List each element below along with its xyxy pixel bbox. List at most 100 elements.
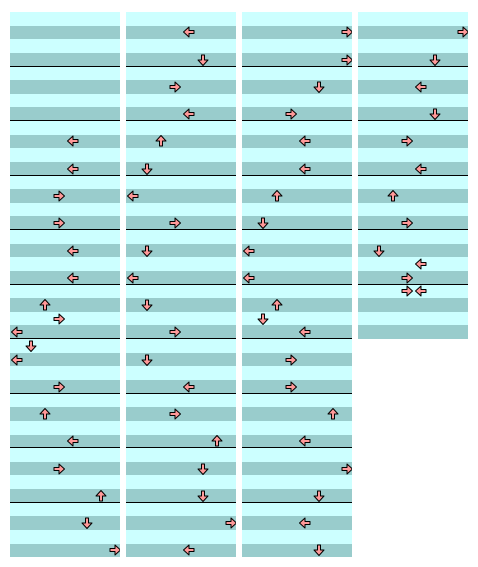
beat-row: [242, 66, 352, 81]
right-arrow-icon: [168, 216, 182, 230]
beat-row: [126, 189, 236, 204]
beat-row: [242, 161, 352, 176]
up-arrow-icon: [210, 434, 224, 448]
beat-row: [126, 543, 236, 557]
beat-row: [358, 325, 468, 339]
beat-row: [126, 25, 236, 40]
up-arrow-icon: [38, 298, 52, 312]
right-arrow-icon: [340, 53, 352, 67]
left-arrow-icon: [298, 516, 312, 530]
beat-row: [10, 475, 120, 490]
up-arrow-icon: [326, 407, 340, 421]
beat-row: [358, 311, 468, 326]
beat-row: [10, 93, 120, 108]
beat-row: [10, 393, 120, 408]
beat-row: [242, 489, 352, 504]
right-arrow-icon: [400, 284, 414, 298]
beat-row: [242, 257, 352, 272]
beat-row: [242, 543, 352, 557]
beat-row: [126, 448, 236, 463]
right-arrow-icon: [400, 134, 414, 148]
down-arrow-icon: [140, 244, 154, 258]
beat-row: [358, 243, 468, 258]
beat-row: [10, 311, 120, 326]
beat-row: [242, 216, 352, 231]
beat-row: [242, 298, 352, 313]
beat-row: [126, 93, 236, 108]
beat-row: [126, 66, 236, 81]
down-arrow-icon: [312, 489, 326, 503]
beat-row: [358, 230, 468, 245]
beat-row: [126, 502, 236, 517]
down-arrow-icon: [196, 53, 210, 67]
beat-row: [126, 148, 236, 163]
beat-row: [242, 93, 352, 108]
beat-row: [358, 134, 468, 149]
beat-row: [10, 12, 120, 26]
beat-row: [126, 529, 236, 544]
beat-row: [126, 352, 236, 367]
beat-row: [10, 66, 120, 81]
beat-row: [10, 107, 120, 122]
beat-row: [358, 189, 468, 204]
down-arrow-icon: [312, 543, 326, 557]
beat-row: [10, 434, 120, 449]
right-arrow-icon: [168, 325, 182, 339]
beat-row: [242, 121, 352, 136]
left-arrow-icon: [182, 543, 196, 557]
beat-row: [126, 243, 236, 258]
down-arrow-icon: [428, 53, 442, 67]
beat-row: [10, 543, 120, 557]
beat-row: [126, 284, 236, 299]
beat-row: [242, 475, 352, 490]
beat-row: [242, 420, 352, 435]
down-arrow-icon: [140, 298, 154, 312]
beat-row: [10, 52, 120, 67]
beat-row: [242, 270, 352, 285]
beat-row: [10, 366, 120, 381]
beat-row: [10, 39, 120, 54]
right-arrow-icon: [284, 380, 298, 394]
up-arrow-icon: [94, 489, 108, 503]
beat-row: [10, 270, 120, 285]
beat-row: [126, 434, 236, 449]
down-arrow-icon: [140, 162, 154, 176]
beat-row: [358, 25, 468, 40]
beat-row: [358, 107, 468, 122]
right-arrow-icon: [52, 312, 66, 326]
right-arrow-icon: [52, 189, 66, 203]
down-arrow-icon: [80, 516, 94, 530]
beat-row: [10, 448, 120, 463]
beat-row: [10, 175, 120, 190]
right-arrow-icon: [52, 462, 66, 476]
beat-row: [242, 243, 352, 258]
beat-row: [242, 80, 352, 95]
beat-row: [10, 134, 120, 149]
beat-row: [126, 39, 236, 54]
beat-row: [242, 12, 352, 26]
beat-row: [126, 161, 236, 176]
left-arrow-icon: [182, 25, 196, 39]
up-arrow-icon: [154, 134, 168, 148]
beat-row: [242, 175, 352, 190]
right-arrow-icon: [400, 216, 414, 230]
beat-row: [242, 461, 352, 476]
beat-row: [10, 189, 120, 204]
beat-row: [126, 216, 236, 231]
down-arrow-icon: [312, 80, 326, 94]
beat-row: [126, 298, 236, 313]
down-arrow-icon: [196, 489, 210, 503]
beat-row: [358, 66, 468, 81]
beat-row: [126, 134, 236, 149]
beat-row: [358, 52, 468, 67]
beat-row: [10, 284, 120, 299]
left-arrow-icon: [66, 134, 80, 148]
left-arrow-icon: [66, 244, 80, 258]
beat-row: [242, 52, 352, 67]
left-arrow-icon: [126, 189, 140, 203]
beat-row: [358, 148, 468, 163]
beat-row: [358, 12, 468, 26]
beat-row: [10, 298, 120, 313]
beat-row: [242, 25, 352, 40]
beat-row: [242, 230, 352, 245]
